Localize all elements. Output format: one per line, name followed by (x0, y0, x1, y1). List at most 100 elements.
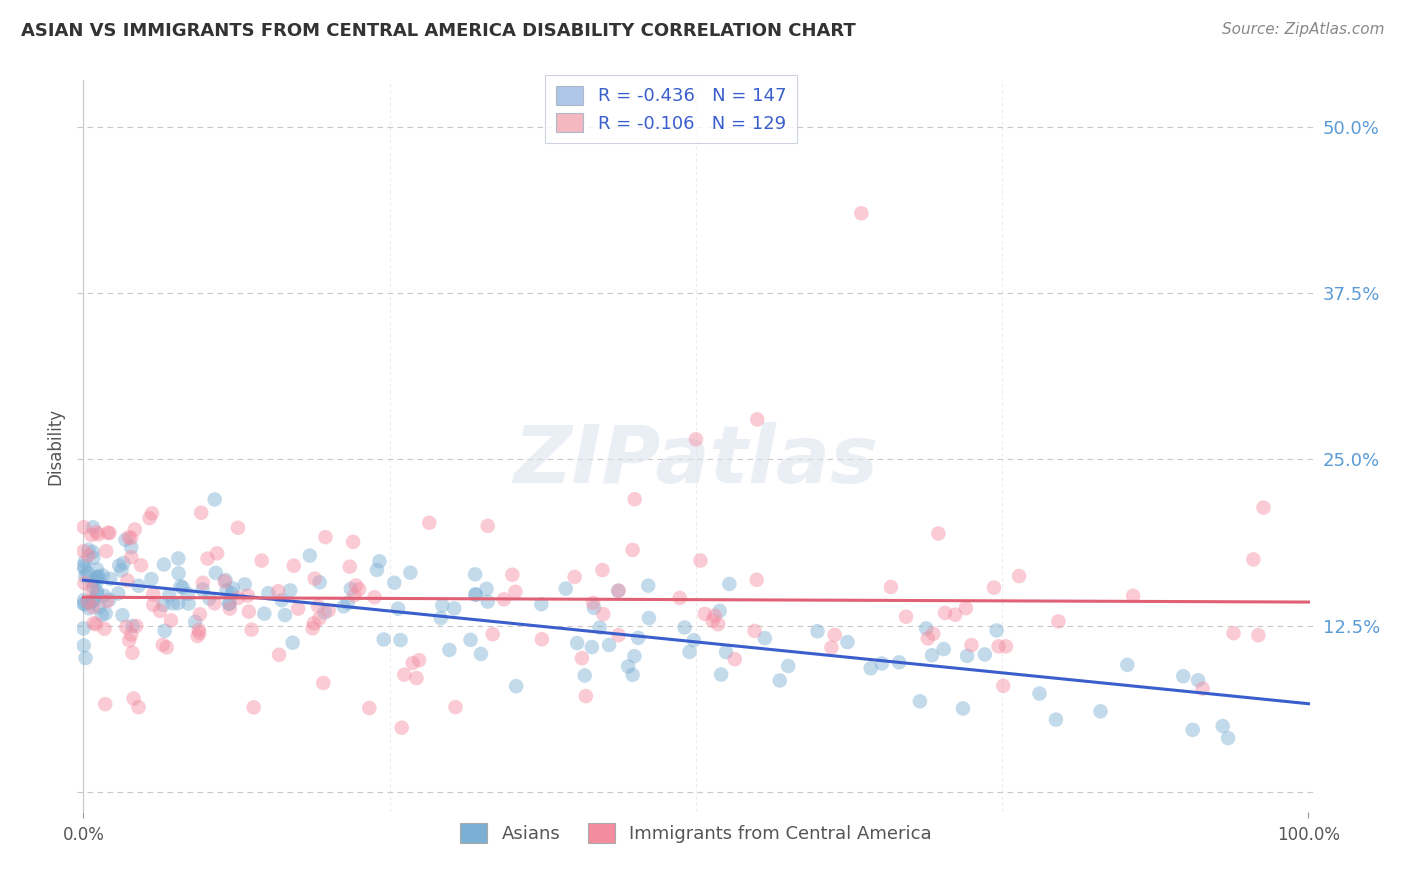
Point (226, 591, 249, 605)
Point (125, 619, 148, 633)
Point (589, 621, 612, 635)
Point (389, 633, 412, 648)
Point (124, 523, 146, 537)
Point (429, 611, 451, 625)
Point (83, 616, 105, 631)
Point (87, 600, 110, 615)
Point (270, 593, 292, 607)
Point (142, 587, 165, 601)
Point (94, 607, 117, 621)
Point (204, 566, 226, 580)
Point (1116, 657, 1139, 672)
Point (96, 544, 118, 558)
Point (505, 584, 527, 599)
Point (859, 661, 882, 675)
Point (870, 657, 893, 671)
Point (72, 559, 94, 574)
Point (236, 589, 259, 603)
Point (1122, 589, 1144, 603)
Point (152, 638, 174, 652)
Point (197, 551, 219, 566)
Point (122, 691, 145, 706)
Point (153, 558, 176, 572)
Point (1222, 626, 1244, 640)
Point (80, 582, 103, 596)
Point (1187, 673, 1209, 688)
Point (111, 608, 134, 623)
Point (205, 546, 228, 560)
Point (564, 570, 586, 584)
Point (582, 600, 605, 615)
Point (1191, 681, 1213, 696)
Point (718, 577, 741, 591)
Point (167, 566, 190, 581)
Point (921, 648, 943, 663)
Point (678, 645, 700, 659)
Point (432, 599, 454, 613)
Point (1212, 719, 1234, 733)
Point (149, 604, 172, 618)
Point (87, 569, 110, 583)
Point (118, 530, 141, 544)
Point (312, 676, 335, 690)
Point (75, 569, 97, 583)
Point (623, 649, 645, 664)
Point (120, 550, 142, 565)
Point (298, 549, 321, 563)
Point (824, 628, 846, 642)
Point (215, 583, 238, 598)
Point (79, 596, 101, 610)
Point (339, 559, 361, 574)
Point (505, 679, 527, 693)
Point (128, 579, 150, 593)
Point (837, 635, 859, 649)
Legend: Asians, Immigrants from Central America: Asians, Immigrants from Central America (453, 816, 939, 850)
Point (806, 624, 828, 639)
Point (118, 633, 141, 648)
Point (278, 583, 301, 598)
Point (405, 671, 427, 685)
Point (894, 609, 917, 624)
Point (304, 572, 326, 586)
Point (565, 636, 588, 650)
Point (184, 615, 207, 629)
Point (108, 558, 131, 573)
Point (107, 586, 129, 600)
Text: Source: ZipAtlas.com: Source: ZipAtlas.com (1222, 22, 1385, 37)
Point (943, 607, 966, 622)
Point (90, 607, 112, 622)
Point (167, 596, 190, 610)
Point (359, 701, 381, 715)
Point (172, 581, 194, 595)
Point (368, 554, 391, 568)
Point (242, 700, 264, 714)
Point (598, 638, 620, 652)
Point (177, 597, 200, 611)
Point (283, 558, 305, 573)
Point (82, 550, 104, 565)
Point (188, 607, 211, 622)
Point (607, 583, 630, 598)
Point (745, 573, 768, 587)
Point (73, 639, 96, 653)
Point (257, 586, 280, 600)
Point (121, 619, 143, 633)
Point (93, 622, 115, 636)
Point (77, 595, 100, 609)
Point (932, 642, 955, 657)
Point (187, 629, 209, 643)
Point (198, 591, 221, 606)
Point (744, 624, 766, 638)
Point (93, 589, 115, 603)
Point (72, 544, 94, 558)
Point (82, 545, 104, 559)
Point (501, 567, 523, 582)
Point (75, 651, 97, 665)
Point (253, 607, 276, 621)
Point (402, 656, 425, 670)
Point (82, 520, 104, 534)
Point (934, 606, 956, 620)
Point (191, 582, 214, 597)
Point (287, 601, 309, 615)
Point (1216, 731, 1239, 745)
